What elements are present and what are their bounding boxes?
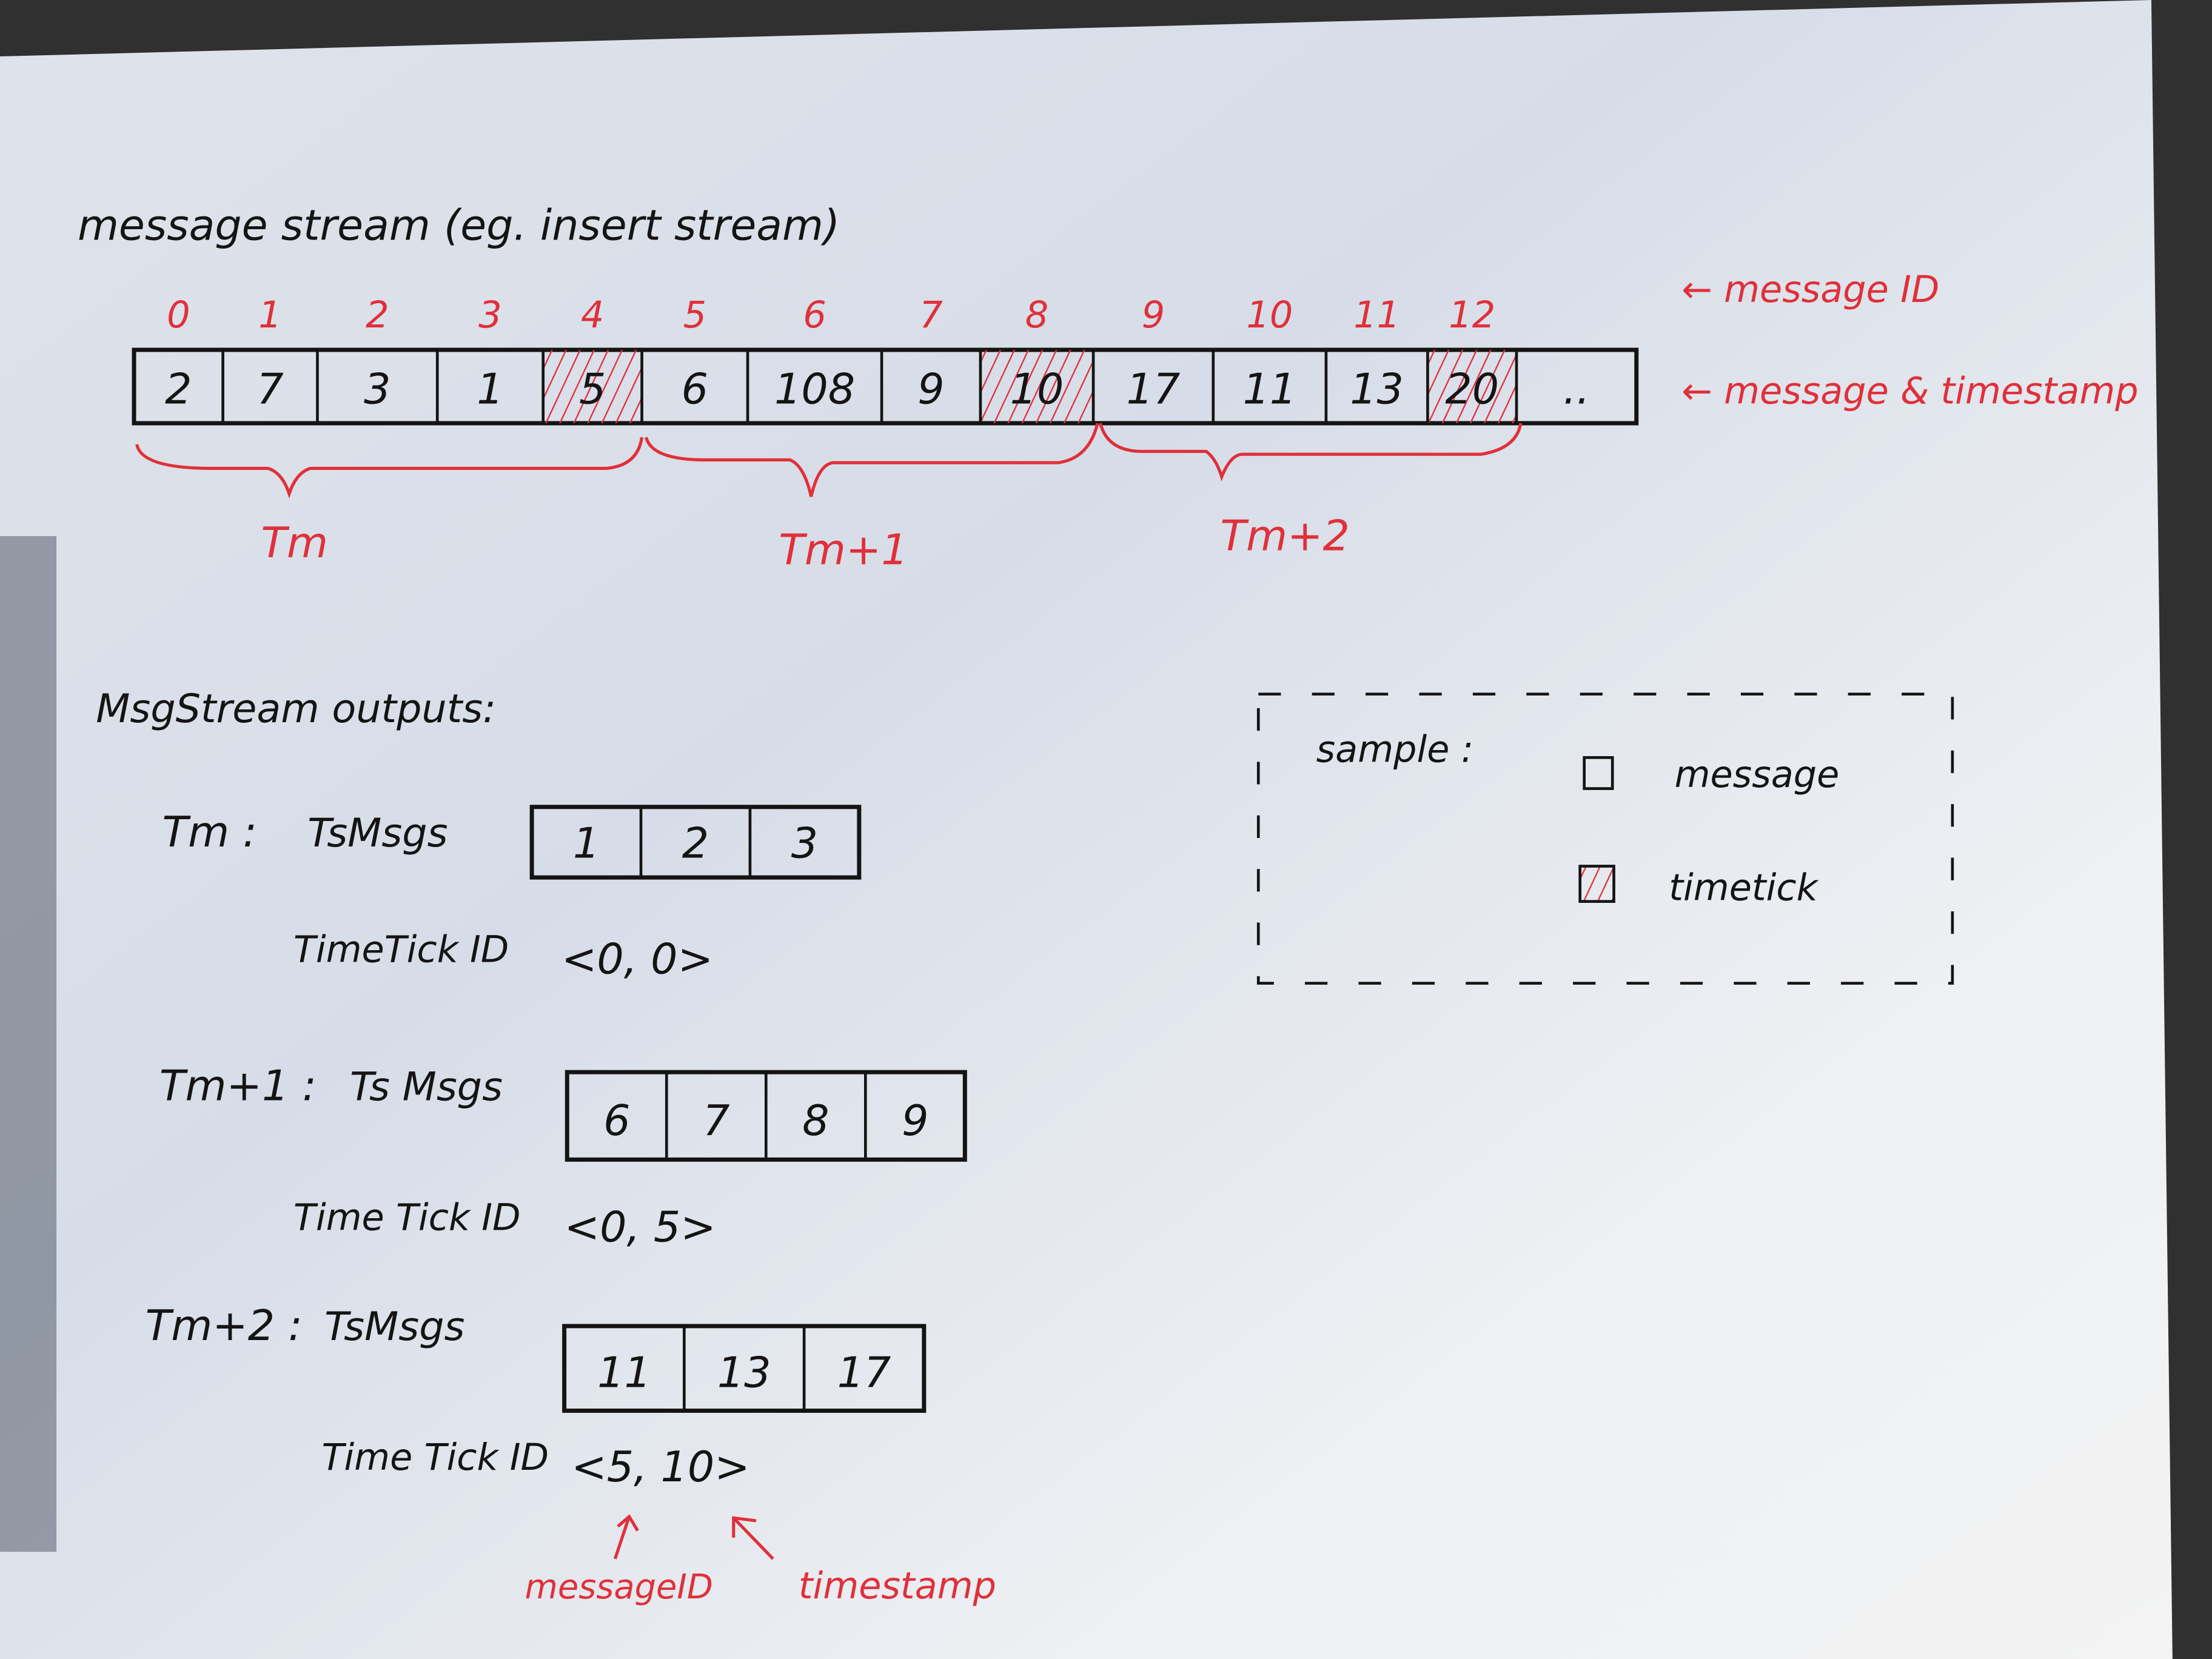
stream-cell-message: 2: [165, 364, 192, 414]
brace-tm: [135, 437, 644, 499]
timetick-id-value: <0, 5>: [565, 1202, 716, 1252]
tsmsgs-box: [529, 805, 862, 880]
tsmsg-cell: 13: [717, 1348, 771, 1397]
stream-cell-message: 1: [477, 364, 503, 414]
timetick-hatched-square-icon: [1578, 865, 1615, 903]
message-id-label: 3: [478, 294, 501, 337]
timetick-id-value: <0, 0>: [561, 934, 713, 984]
tsmsg-cell: 17: [837, 1348, 891, 1397]
label-message-id: ← message ID: [1681, 269, 1939, 311]
tsmsg-cell: 2: [682, 819, 709, 868]
stream-cell-message: 13: [1350, 364, 1404, 414]
message-id-label: 6: [803, 294, 826, 337]
msgstream-outputs: Tm : TsMsgs 1 2 3 TimeTick ID <0, 0> Tm+1 : Ts M…: [146, 805, 967, 1492]
tsmsgs-box: [562, 1324, 927, 1413]
diagram-title: message stream (eg. insert stream): [78, 201, 840, 250]
message-id-label: 1: [258, 294, 281, 337]
timetick-id-label: Time Tick ID: [321, 1436, 549, 1479]
message-id-label: 0: [167, 294, 190, 337]
message-id-label: 9: [1142, 294, 1165, 337]
stream-cell-message: ..: [1563, 364, 1590, 414]
message-id-label: 11: [1353, 294, 1400, 337]
tsmsg-cell: 11: [597, 1348, 651, 1397]
timetick-hatch: [1427, 349, 1517, 423]
outputs-heading: MsgStream outputs:: [96, 686, 496, 732]
timetick-id-value: <5, 10>: [571, 1443, 750, 1492]
stream-cell-timetick: 10: [1010, 364, 1064, 414]
timetick-id-label: Time Tick ID: [293, 1197, 521, 1239]
legend-title: sample :: [1316, 728, 1473, 771]
stream-cell-message: 9: [917, 364, 944, 414]
brace-tm2: [1099, 423, 1523, 482]
timetick-id-label: TimeTick ID: [293, 929, 509, 971]
message-id-label: 2: [366, 294, 389, 337]
annotation-message-id: messageID: [525, 1567, 712, 1607]
tsmsg-cell: 6: [603, 1096, 630, 1145]
message-square-icon: [1583, 756, 1614, 790]
brace-tm1: [645, 423, 1099, 497]
output-block: Tm+1 : Ts Msgs 6 7 8 9 Time Tick ID <0, 5>: [159, 1062, 967, 1252]
label-message-timestamp: ← message & timestamp: [1681, 370, 2138, 412]
tsmsg-cell: 3: [791, 819, 818, 868]
tsmsgs-label: Ts Msgs: [350, 1065, 503, 1110]
legend: sample : message timetick: [1256, 692, 1954, 985]
group-label-tm: Tm: [261, 518, 328, 568]
timetick-hatch: [543, 349, 642, 423]
stream-cell-timetick: 20: [1445, 364, 1499, 414]
group-label-tm2: Tm+2: [1220, 511, 1349, 560]
stream-cell-message: 6: [682, 364, 708, 414]
legend-label-message: message: [1675, 754, 1840, 796]
tsmsg-cell: 1: [573, 819, 600, 868]
message-id-label: 7: [919, 294, 942, 337]
timetick-hatch: [980, 349, 1094, 423]
arrow-up-left-icon: [732, 1516, 774, 1560]
tsmsg-cell: 8: [802, 1096, 829, 1145]
message-id-label: 8: [1025, 294, 1048, 337]
arrow-up-icon: [613, 1514, 639, 1560]
tsmsg-cell: 7: [703, 1096, 729, 1145]
stream-cell-message: 7: [256, 364, 283, 414]
period-label: Tm+1 :: [159, 1062, 317, 1111]
group-label-tm1: Tm+1: [779, 526, 908, 575]
output-block: Tm : TsMsgs 1 2 3 TimeTick ID <0, 0>: [163, 805, 862, 984]
stream-cell-message: 108: [774, 364, 855, 414]
tsmsg-cell: 9: [902, 1096, 928, 1145]
shadow: [0, 536, 57, 1552]
annotation-arrows: messageID timestamp: [525, 1514, 996, 1607]
message-id-label: 10: [1246, 294, 1293, 337]
message-id-label: 5: [683, 294, 706, 337]
stream-cell-timetick: 5: [579, 364, 606, 414]
tsmsgs-label: TsMsgs: [307, 811, 447, 856]
legend-label-timetick: timetick: [1669, 866, 1818, 909]
period-label: Tm+2 :: [146, 1301, 303, 1350]
stream-cell-message: 3: [364, 364, 390, 414]
stream-cell-message: 11: [1242, 364, 1296, 414]
message-id-label: 4: [581, 294, 604, 337]
period-label: Tm :: [163, 808, 257, 857]
group-braces: Tm Tm+1 Tm+2: [135, 423, 1523, 575]
annotation-timestamp: timestamp: [799, 1565, 996, 1607]
stream-cell-message: 17: [1127, 364, 1181, 414]
output-block: Tm+2 : TsMsgs 11 13 17 Time Tick ID <5, 10>: [146, 1301, 927, 1492]
message-id-label: 12: [1449, 294, 1495, 337]
stream-outline: [132, 347, 1639, 426]
tsmsgs-label: TsMsgs: [324, 1304, 464, 1350]
